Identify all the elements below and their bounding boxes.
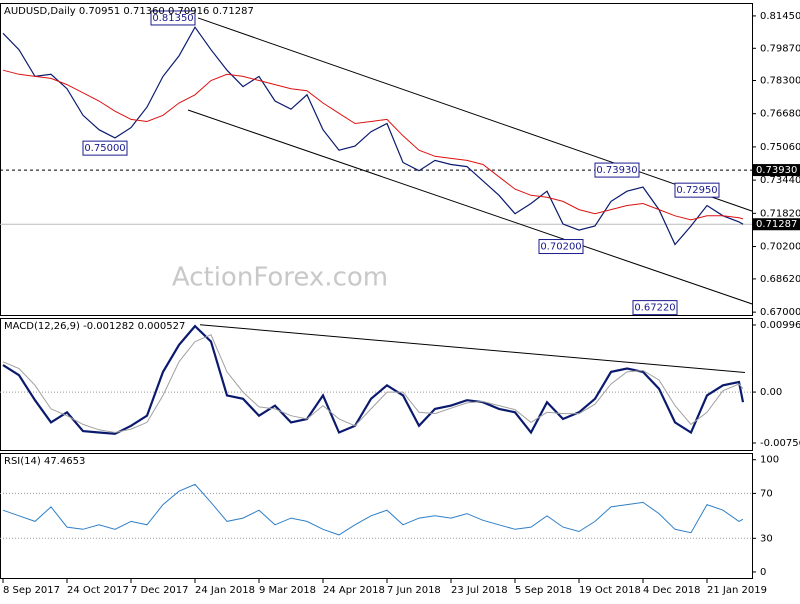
- trend-line: [197, 17, 752, 212]
- x-tick-label: 7 Dec 2017: [131, 585, 189, 596]
- x-tick-label: 19 Oct 2018: [579, 585, 641, 596]
- series-line: [2, 483, 744, 536]
- annotation-label: 0.70200: [540, 242, 581, 253]
- price-badge: [753, 218, 800, 231]
- panel-title: RSI(14) 47.4653: [4, 456, 85, 467]
- series-line: [2, 334, 744, 434]
- y-tick-label: 0: [760, 567, 766, 578]
- x-tick-label: 5 Sep 2018: [515, 585, 572, 596]
- y-tick-label: 0.73440: [760, 175, 800, 186]
- x-tick-label: 23 Jul 2018: [451, 585, 508, 596]
- series-line: [2, 69, 744, 221]
- price-badge-label: 0.73930: [756, 165, 797, 176]
- y-tick-label: 0.81450: [760, 11, 800, 22]
- price-badge: [753, 164, 800, 177]
- y-tick-label: 0.70200: [760, 242, 800, 253]
- y-tick-label: 0.67000: [760, 307, 800, 318]
- x-tick-label: 24 Oct 2017: [67, 585, 129, 596]
- x-tick-label: 8 Sep 2017: [3, 585, 60, 596]
- panel-frame: [0, 3, 753, 316]
- annotation-box: [674, 182, 720, 198]
- price-badge-label: 0.71287: [756, 219, 797, 230]
- y-tick-label: 0.79870: [760, 43, 800, 54]
- y-tick-label: 100: [760, 455, 779, 466]
- trend-line: [199, 324, 746, 374]
- series-line: [2, 26, 744, 246]
- watermark: ActionForex.com: [172, 263, 388, 293]
- trend-line: [187, 109, 752, 305]
- x-tick-label: 24 Apr 2018: [323, 585, 385, 596]
- plot-area: [0, 483, 752, 539]
- y-tick-label: 70: [760, 488, 773, 499]
- y-tick-label: 0.00: [760, 387, 782, 398]
- y-tick-label: 0.78300: [760, 75, 800, 86]
- annotation-label: 0.73930: [596, 165, 637, 176]
- x-tick-label: 24 Jan 2018: [195, 585, 255, 596]
- annotation-label: 0.75000: [84, 143, 125, 154]
- y-tick-label: -0.00756: [760, 438, 800, 449]
- y-tick-label: 0.75060: [760, 142, 800, 153]
- panel-title: MACD(12,26,9) -0.001282 0.000527: [4, 321, 185, 332]
- annotation-box: [538, 239, 584, 255]
- annotation-label: 0.72950: [676, 185, 717, 196]
- x-tick-label: 4 Dec 2018: [643, 585, 701, 596]
- annotation-box: [594, 162, 640, 178]
- plot-area: [0, 324, 752, 435]
- x-tick-label: 21 Jan 2019: [707, 585, 767, 596]
- annotation-label: 0.81350: [152, 13, 193, 24]
- panel-frame: [0, 453, 753, 579]
- x-tick-label: 9 Mar 2018: [259, 585, 316, 596]
- y-tick-label: 0.68620: [760, 274, 800, 285]
- y-tick-label: 0.009964: [760, 320, 800, 331]
- annotation-label: 0.67220: [634, 303, 675, 314]
- panel-title: AUDUSD,Daily 0.70951 0.71360 0.70916 0.7…: [4, 6, 254, 17]
- annotation-box: [632, 300, 678, 316]
- x-tick-label: 7 Jun 2018: [387, 585, 441, 596]
- annotation-box: [150, 10, 196, 26]
- y-tick-label: 30: [760, 533, 773, 544]
- annotation-box: [82, 140, 128, 156]
- panel-frame: [0, 318, 753, 451]
- y-tick-label: 0.76680: [760, 109, 800, 120]
- series-line: [2, 324, 745, 435]
- y-tick-label: 0.71820: [760, 208, 800, 219]
